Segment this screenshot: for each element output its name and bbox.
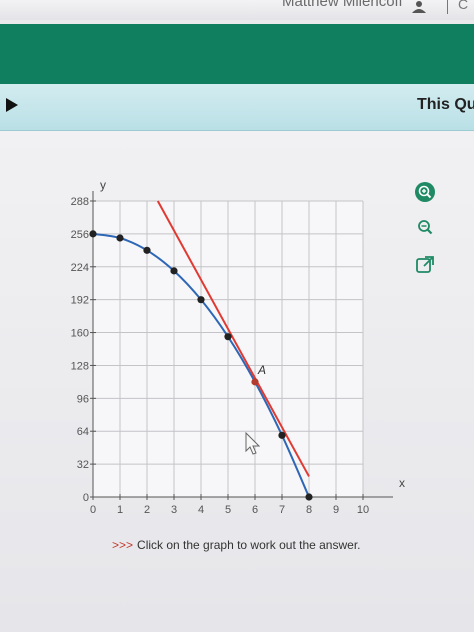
instruction-text: >>> Click on the graph to work out the an… [112, 538, 360, 552]
x-tick-label: 6 [252, 504, 258, 516]
y-axis-label: y [100, 178, 106, 192]
y-tick-label: 256 [71, 229, 89, 241]
x-axis-label: x [399, 476, 405, 490]
x-tick-label: 7 [279, 504, 285, 516]
x-tick-label: 9 [333, 504, 339, 516]
question-title: This Qu [417, 96, 474, 113]
top-bar: Matthew Milencoff C [0, 0, 474, 20]
y-tick-label: 64 [77, 426, 89, 438]
data-point[interactable] [305, 493, 313, 501]
x-tick-label: 3 [171, 504, 177, 516]
mouse-cursor-icon [245, 431, 261, 455]
point-a-marker[interactable] [251, 378, 259, 386]
zoom-in-icon[interactable] [414, 181, 436, 203]
y-tick-label: 224 [71, 262, 89, 274]
header-divider [447, 0, 448, 14]
y-tick-label: 192 [71, 295, 89, 307]
x-tick-label: 1 [117, 504, 123, 516]
x-tick-label: 10 [357, 504, 369, 516]
question-bar [0, 84, 474, 131]
data-point[interactable] [116, 234, 124, 242]
y-tick-label: 288 [71, 196, 89, 208]
instruction-message: Click on the graph to work out the answe… [137, 538, 361, 552]
y-tick-label: 32 [77, 459, 89, 471]
x-tick-label: 8 [306, 504, 312, 516]
data-point[interactable] [224, 333, 232, 341]
x-tick-label: 5 [225, 504, 231, 516]
user-name[interactable]: Matthew Milencoff [282, 0, 403, 10]
data-point[interactable] [197, 296, 205, 304]
header-trailing-text: C [458, 0, 469, 12]
point-a-label: A [257, 363, 266, 377]
x-tick-label: 2 [144, 504, 150, 516]
data-point[interactable] [89, 230, 97, 238]
open-external-icon[interactable] [414, 254, 436, 276]
instruction-arrows: >>> [112, 538, 134, 552]
x-tick-label: 4 [198, 504, 204, 516]
data-point[interactable] [278, 431, 286, 439]
user-icon[interactable] [411, 0, 427, 18]
y-tick-label: 0 [83, 492, 89, 504]
tangent-line [156, 200, 310, 477]
y-tick-label: 96 [77, 393, 89, 405]
play-icon[interactable] [6, 98, 18, 117]
x-tick-label: 0 [90, 504, 96, 516]
y-tick-label: 128 [71, 360, 89, 372]
y-tick-label: 160 [71, 328, 89, 340]
data-point[interactable] [170, 267, 178, 275]
brand-band [0, 24, 474, 84]
zoom-out-icon[interactable] [414, 216, 436, 238]
data-point[interactable] [143, 246, 151, 254]
